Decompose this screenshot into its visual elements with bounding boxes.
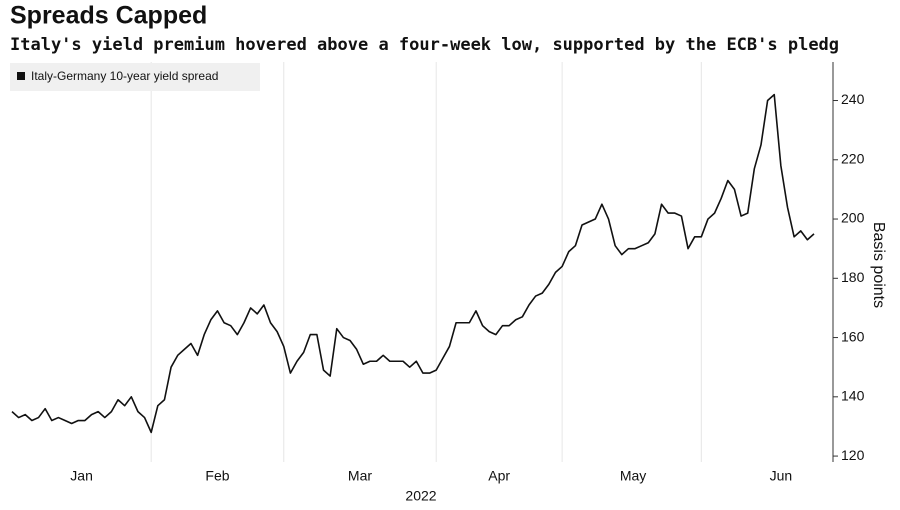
x-tick-label: Mar [348, 468, 372, 484]
x-axis-label: 2022 [405, 488, 436, 504]
y-tick-label: 180 [841, 269, 865, 285]
x-tick-label: May [620, 468, 646, 484]
legend: Italy-Germany 10-year yield spread [10, 63, 260, 91]
x-tick-label: Apr [488, 468, 510, 484]
x-tick-label: Feb [205, 468, 229, 484]
x-tick-label: Jun [770, 468, 793, 484]
y-tick-label: 220 [841, 150, 865, 166]
y-tick-label: 160 [841, 328, 865, 344]
legend-label: Italy-Germany 10-year yield spread [31, 69, 218, 83]
y-tick-label: 120 [841, 447, 865, 463]
y-tick-label: 140 [841, 388, 865, 404]
series-line [11, 93, 815, 434]
chart-subtitle: Italy's yield premium hovered above a fo… [10, 35, 839, 55]
legend-box [10, 63, 260, 91]
y-tick-label: 200 [841, 210, 865, 226]
legend-swatch [17, 72, 25, 80]
y-tick-label: 240 [841, 91, 865, 107]
x-tick-label: Jan [70, 468, 93, 484]
chart-title: Spreads Capped [10, 2, 207, 30]
y-axis-label: Basis points [870, 222, 887, 308]
